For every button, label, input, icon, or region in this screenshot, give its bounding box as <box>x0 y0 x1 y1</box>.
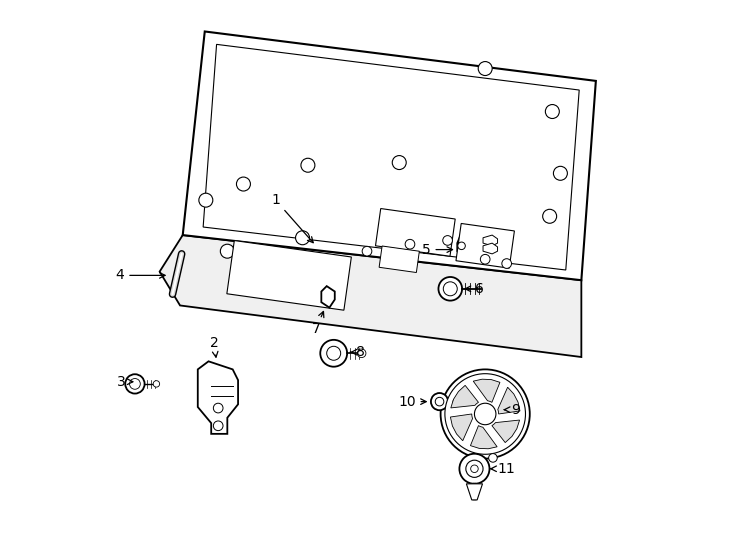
Polygon shape <box>227 240 352 310</box>
Circle shape <box>445 374 526 454</box>
Text: 8: 8 <box>350 345 365 359</box>
Circle shape <box>502 259 512 268</box>
Circle shape <box>468 233 482 247</box>
Circle shape <box>199 193 213 207</box>
Circle shape <box>214 403 223 413</box>
Text: 11: 11 <box>491 462 515 476</box>
Circle shape <box>489 454 497 462</box>
Circle shape <box>392 156 406 170</box>
Polygon shape <box>457 237 483 258</box>
Polygon shape <box>203 44 579 270</box>
Circle shape <box>466 460 483 477</box>
Text: 5: 5 <box>422 242 453 256</box>
Circle shape <box>553 166 567 180</box>
Circle shape <box>126 374 145 394</box>
Polygon shape <box>470 426 497 449</box>
Text: 4: 4 <box>115 268 165 282</box>
Polygon shape <box>376 208 455 256</box>
Circle shape <box>542 210 556 223</box>
Polygon shape <box>456 224 515 268</box>
Polygon shape <box>159 235 581 357</box>
Circle shape <box>438 277 462 301</box>
Circle shape <box>470 465 479 472</box>
Circle shape <box>387 233 401 247</box>
Circle shape <box>220 244 234 258</box>
Text: 6: 6 <box>465 282 484 296</box>
Polygon shape <box>197 361 238 434</box>
Circle shape <box>320 340 347 367</box>
Circle shape <box>362 246 372 256</box>
Text: 9: 9 <box>504 403 520 417</box>
Circle shape <box>480 254 490 264</box>
Text: 7: 7 <box>312 312 324 336</box>
Polygon shape <box>379 246 419 273</box>
Circle shape <box>296 231 310 245</box>
Circle shape <box>405 239 415 249</box>
Text: 10: 10 <box>398 395 426 409</box>
Text: 2: 2 <box>209 335 218 357</box>
Polygon shape <box>466 484 482 500</box>
Circle shape <box>236 177 250 191</box>
Circle shape <box>129 379 140 389</box>
Polygon shape <box>483 243 498 254</box>
Text: 3: 3 <box>117 375 133 389</box>
Circle shape <box>545 105 559 118</box>
Polygon shape <box>321 286 335 308</box>
Circle shape <box>301 158 315 172</box>
Polygon shape <box>451 414 473 441</box>
Circle shape <box>443 235 452 245</box>
Circle shape <box>440 369 530 458</box>
Circle shape <box>214 421 223 430</box>
Polygon shape <box>498 387 520 414</box>
Text: 1: 1 <box>272 193 313 242</box>
Circle shape <box>153 381 159 387</box>
Circle shape <box>479 62 493 76</box>
Polygon shape <box>473 379 500 402</box>
Polygon shape <box>183 31 596 280</box>
Circle shape <box>453 399 458 404</box>
Circle shape <box>431 393 448 410</box>
Circle shape <box>327 346 341 360</box>
Polygon shape <box>483 235 498 246</box>
Polygon shape <box>492 420 520 443</box>
Circle shape <box>474 403 496 425</box>
Circle shape <box>459 454 490 484</box>
Circle shape <box>443 282 457 296</box>
Polygon shape <box>451 386 479 408</box>
Circle shape <box>435 397 444 406</box>
Circle shape <box>357 349 366 357</box>
Circle shape <box>458 242 465 249</box>
